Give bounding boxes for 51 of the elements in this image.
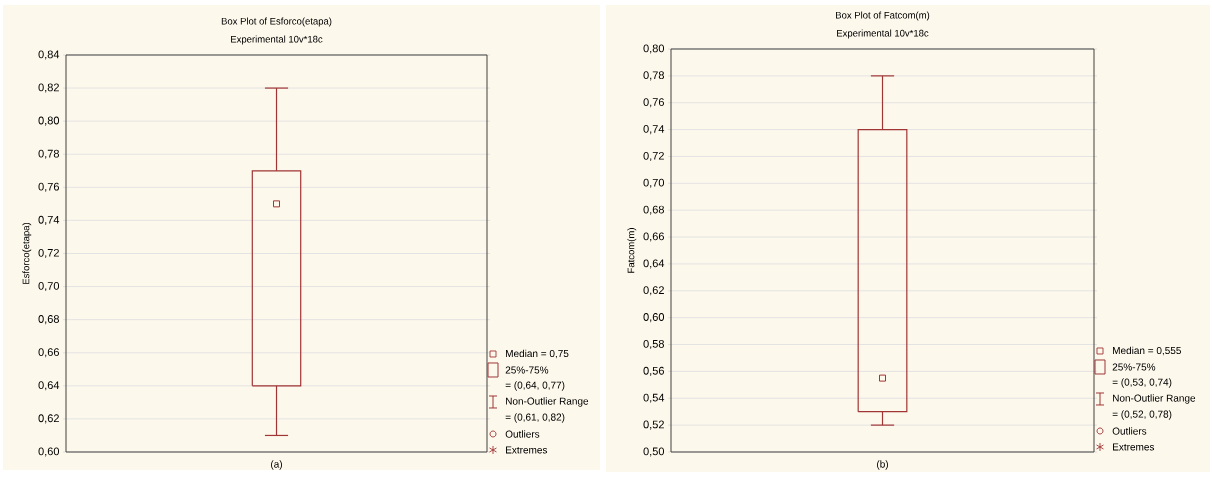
y-tick-label: 0,66 — [643, 232, 664, 242]
text: = (0,64, 0,77) — [505, 381, 565, 391]
y-tick-label: 0,72 — [38, 248, 59, 259]
y-tick-label: 0,52 — [643, 420, 664, 430]
y-tick-label: 0,76 — [38, 182, 59, 192]
y-tick-label: 0,84 — [38, 50, 60, 60]
y-tick-label: 0,64 — [643, 259, 665, 269]
y-tick-label: 0,50 — [643, 447, 665, 457]
text: = (0,61, 0,82) — [505, 413, 565, 423]
y-tick-label: 0,62 — [38, 414, 59, 424]
text: Extremes — [506, 446, 548, 454]
text: Non-Outlier Range — [1113, 394, 1196, 404]
y-tick-label: 0,56 — [643, 366, 664, 376]
y-tick-label: 0,74 — [38, 215, 60, 225]
text: (b) — [877, 460, 888, 470]
chart-title: Box Plot of Esforco(etapa) — [221, 17, 332, 27]
text: 25%-75% — [1112, 363, 1156, 371]
y-tick-label: 0,80 — [38, 116, 60, 126]
text: Non-Outlier Range — [506, 397, 589, 407]
y-tick-label: 0,64 — [38, 381, 60, 391]
y-tick-label: 0,62 — [643, 286, 664, 296]
y-tick-label: 0,74 — [643, 125, 665, 135]
chart-title: Box Plot of Fatcom(m) — [836, 11, 930, 21]
y-tick-label: 0,58 — [643, 339, 664, 350]
text: Outliers — [1112, 427, 1147, 435]
chart-subtitle: Experimental 10v*18c — [837, 29, 929, 39]
y-tick-label: 0,76 — [643, 98, 664, 108]
text: = (0,52, 0,78) — [1112, 410, 1172, 420]
y-tick-label: 0,60 — [38, 447, 60, 457]
y-tick-label: 0,78 — [643, 71, 664, 81]
y-axis-title: Esforco(etapa) — [22, 222, 32, 284]
text: Median = 0,75 — [506, 349, 569, 359]
y-tick-label: 0,82 — [38, 83, 59, 93]
text: (a) — [271, 460, 282, 470]
y-tick-label: 0,70 — [643, 178, 665, 188]
y-tick-label: 0,68 — [38, 315, 59, 325]
y-tick-label: 0,72 — [643, 151, 664, 161]
chart-subtitle: Experimental 10v*18c — [231, 35, 323, 45]
text: Median = 0,555 — [1113, 346, 1181, 356]
text: Outliers — [505, 430, 540, 438]
y-tick-label: 0,78 — [38, 149, 59, 159]
y-tick-label: 0,66 — [38, 348, 59, 358]
y-tick-label: 0,68 — [643, 205, 664, 215]
text: 25%-75% — [505, 366, 549, 374]
y-tick-label: 0,60 — [643, 313, 665, 323]
y-tick-label: 0,80 — [643, 44, 665, 54]
text: = (0,53, 0,74) — [1112, 378, 1172, 388]
text: Extremes — [1113, 443, 1155, 451]
y-axis-title: Fatcom(m) — [627, 228, 637, 273]
y-tick-label: 0,70 — [38, 282, 60, 292]
y-tick-label: 0,54 — [643, 393, 665, 403]
